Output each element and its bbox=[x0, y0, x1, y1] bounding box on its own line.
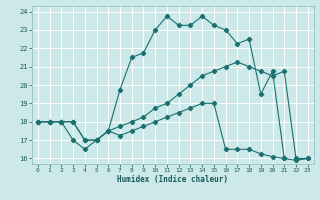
X-axis label: Humidex (Indice chaleur): Humidex (Indice chaleur) bbox=[117, 175, 228, 184]
